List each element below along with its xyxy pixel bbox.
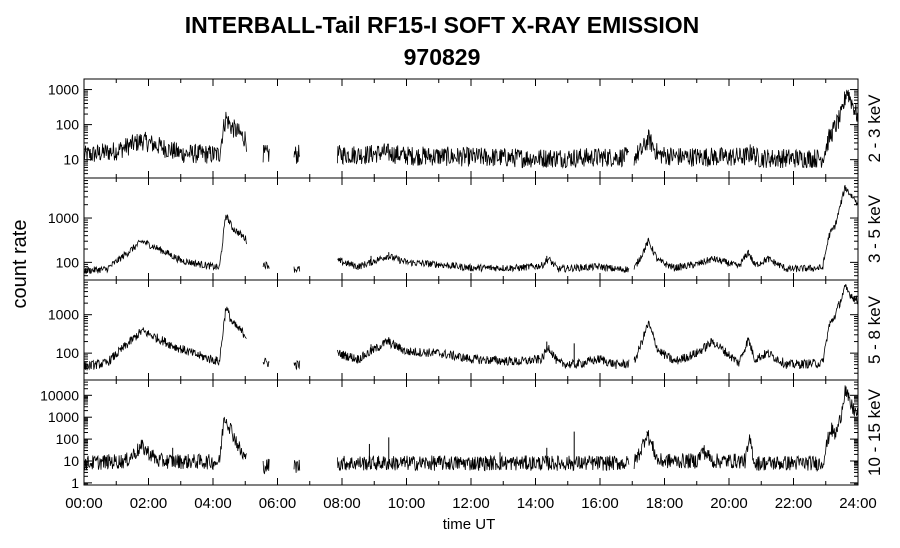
y-tick-label: 10 xyxy=(63,152,79,168)
band-label: 10 - 15 keV xyxy=(865,388,884,476)
y-tick-label: 100 xyxy=(56,345,80,361)
panel-3: 1 10 100 1000 10000 10 - 15 keV xyxy=(40,379,884,491)
x-tick-label: 22:00 xyxy=(775,495,813,512)
y-tick-label: 1000 xyxy=(48,210,79,226)
x-tick-label: 18:00 xyxy=(646,495,684,512)
y-axis-label: count rate xyxy=(9,220,31,309)
data-trace xyxy=(84,89,858,169)
chart-subtitle: 970829 xyxy=(403,44,481,70)
y-tick-label: 1000 xyxy=(48,409,79,425)
y-tick-label: 100 xyxy=(56,431,80,447)
x-tick-label: 08:00 xyxy=(323,495,361,512)
y-tick-label: 10 xyxy=(63,453,79,469)
x-tick-label: 12:00 xyxy=(452,495,490,512)
band-label: 5 - 8 keV xyxy=(865,295,884,364)
band-label: 2 - 3 keV xyxy=(865,94,884,163)
y-tick-label: 100 xyxy=(56,254,80,270)
x-tick-label: 20:00 xyxy=(710,495,748,512)
y-tick-label: 100 xyxy=(56,117,80,133)
y-tick-label: 1000 xyxy=(48,307,79,323)
x-axis-label: time UT xyxy=(443,516,496,533)
y-tick-label: 10000 xyxy=(40,387,79,403)
panel-frame xyxy=(83,279,859,381)
x-tick-label: 14:00 xyxy=(517,495,555,512)
x-tick-label: 02:00 xyxy=(130,495,168,512)
panel-1: 100 1000 3 - 5 keV xyxy=(48,177,884,281)
band-label: 3 - 5 keV xyxy=(865,194,884,263)
x-tick-label: 00:00 xyxy=(65,495,103,512)
chart-title: INTERBALL-Tail RF15-I SOFT X-RAY EMISSIO… xyxy=(184,12,700,38)
data-trace xyxy=(84,184,858,275)
x-tick-label: 16:00 xyxy=(581,495,619,512)
x-tick-label: 04:00 xyxy=(194,495,232,512)
y-tick-label: 1 xyxy=(71,475,79,491)
x-tick-label: 10:00 xyxy=(388,495,426,512)
data-trace xyxy=(84,385,858,475)
panel-0: 10 100 1000 2 - 3 keV xyxy=(48,78,884,179)
panel-2: 100 1000 5 - 8 keV xyxy=(48,279,884,381)
x-tick-label: 06:00 xyxy=(259,495,297,512)
panel-frame xyxy=(83,379,859,486)
data-trace xyxy=(84,283,858,371)
x-tick-label: 24:00 xyxy=(839,495,877,512)
y-tick-label: 1000 xyxy=(48,82,79,98)
